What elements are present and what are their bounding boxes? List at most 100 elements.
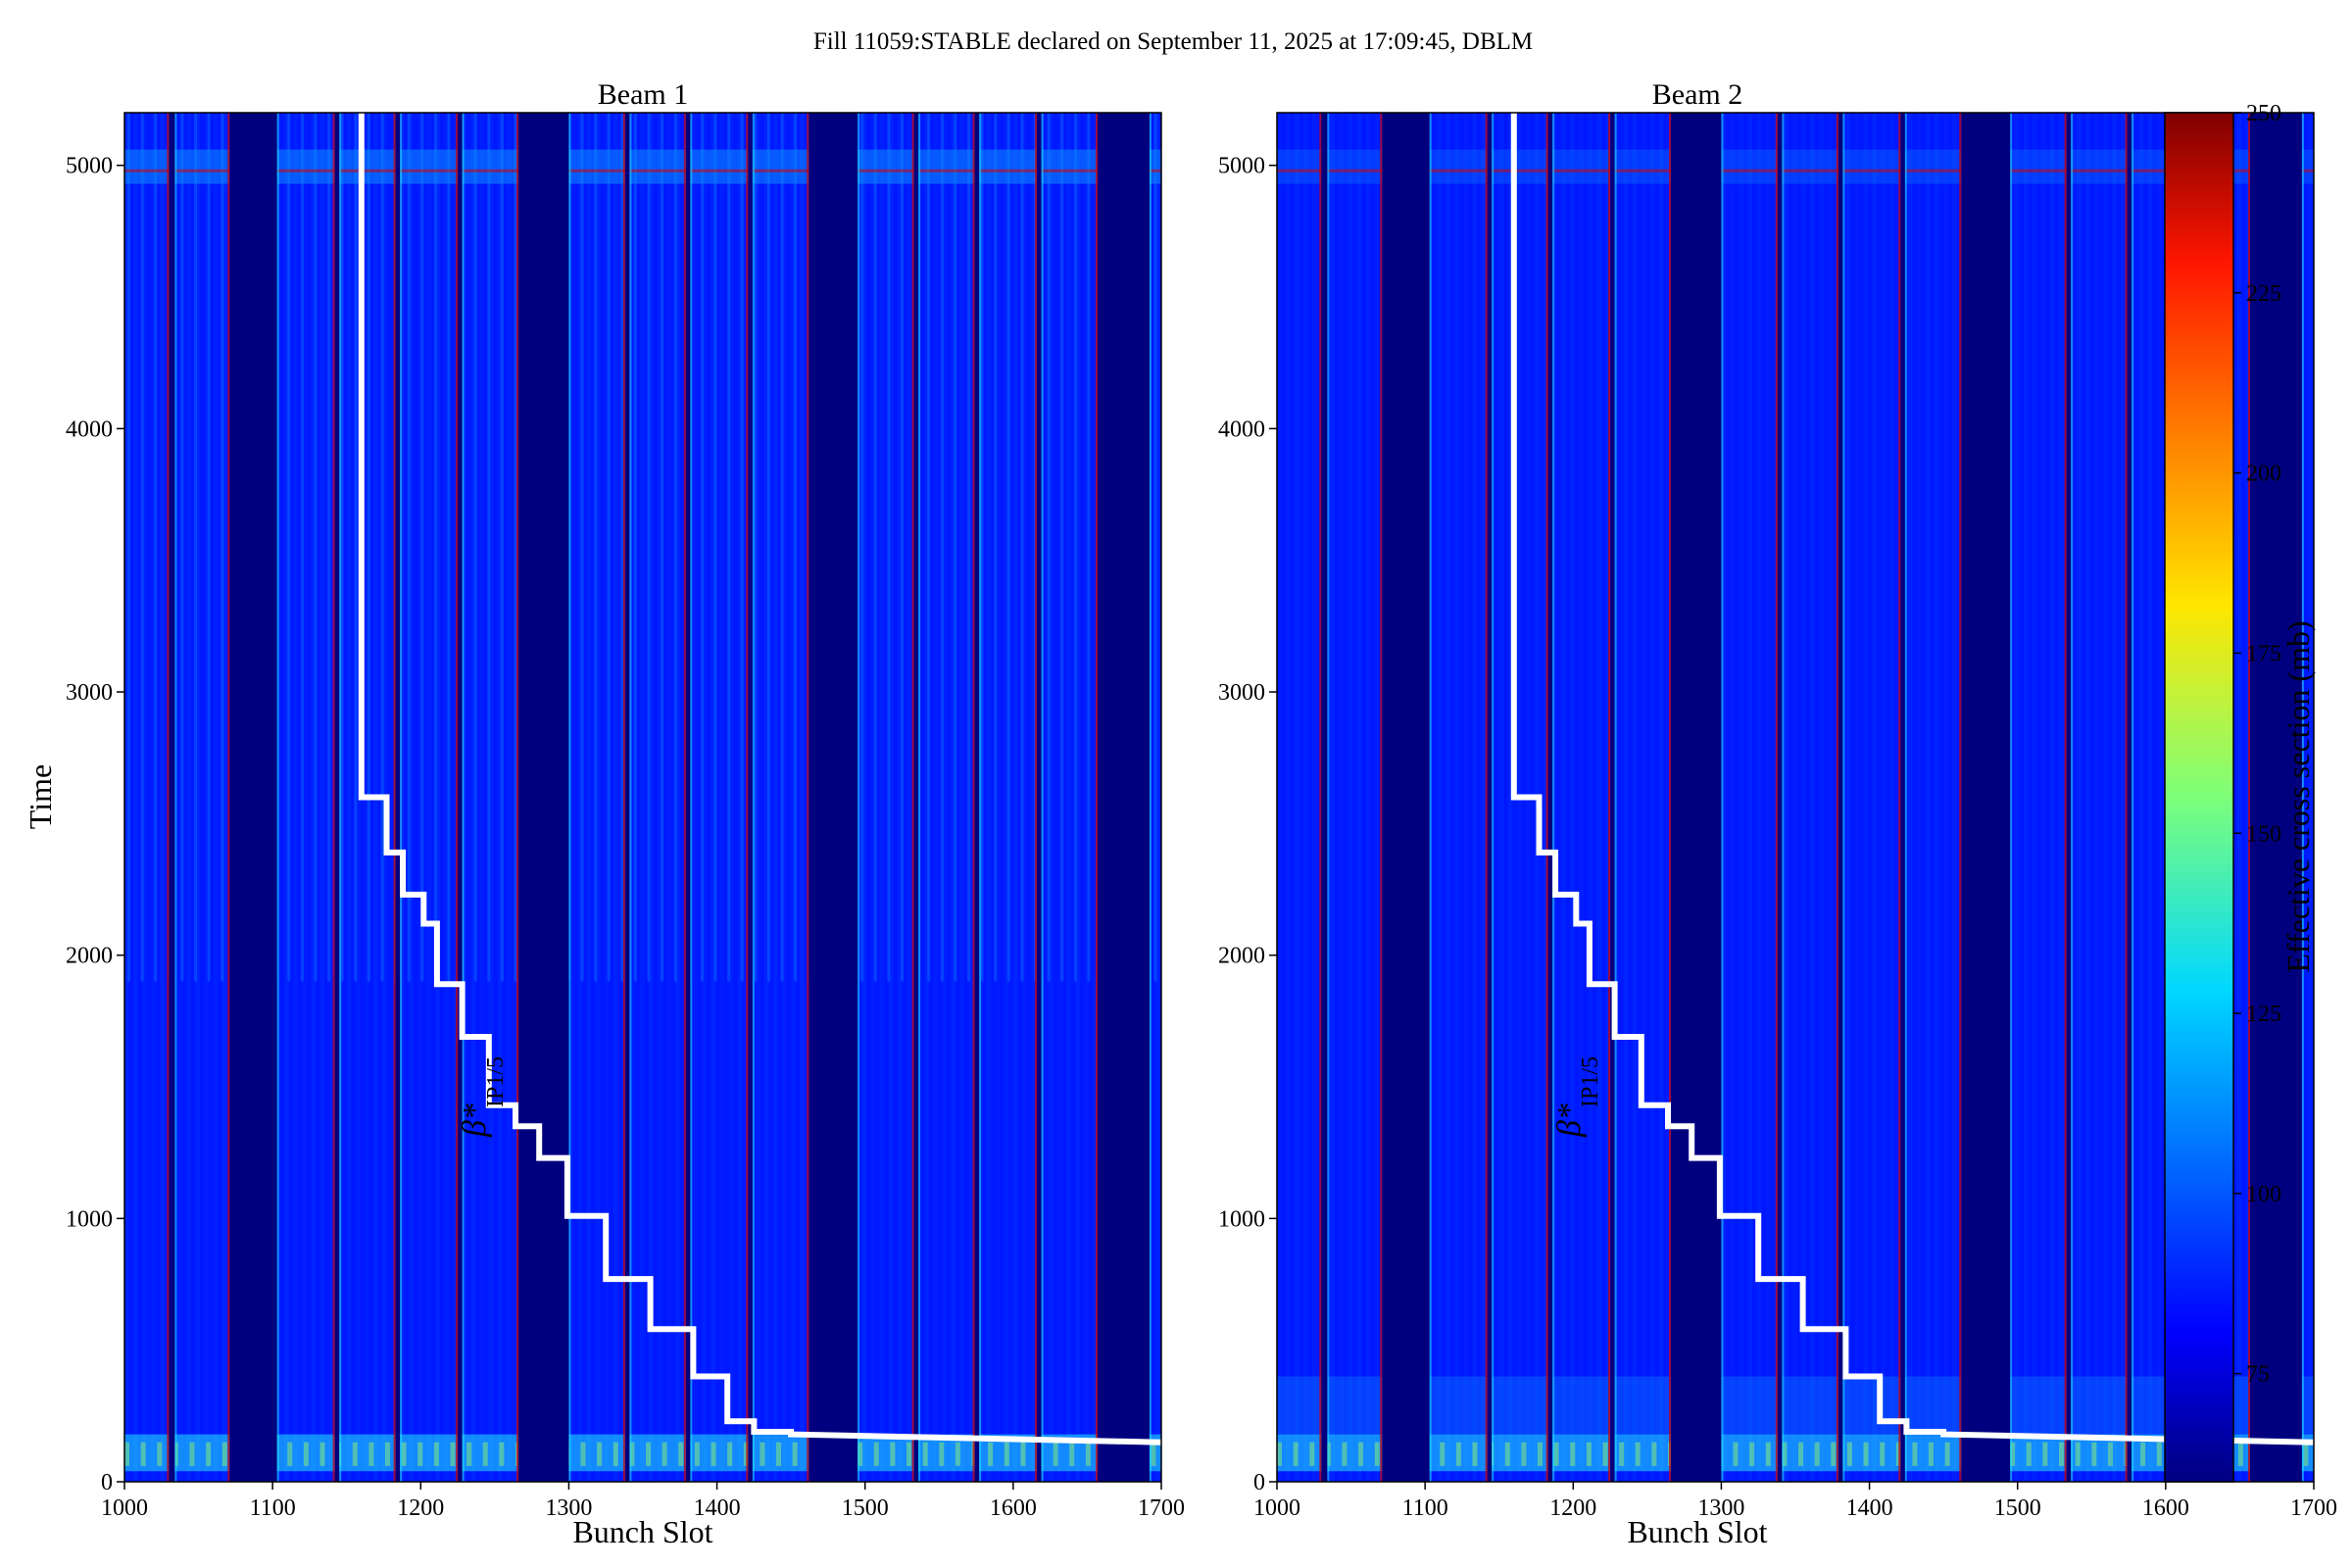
beam2-texture-band (1463, 113, 1468, 1482)
beam1-texture-band (400, 113, 405, 1482)
beam1-band-bottom-spot (140, 1442, 146, 1466)
beam1-texture-band (755, 113, 760, 1482)
beam2-band-bottom-spot (2156, 1442, 2162, 1466)
beam2-train-edge (2248, 113, 2251, 1482)
beam2-band-bottom-spot (1358, 1442, 1364, 1466)
beam1-texture-band (702, 113, 707, 1482)
beam1-train-edge (752, 113, 755, 1482)
beam2-texture-band (1614, 113, 1620, 1482)
beam2-band-bottom-spot (2075, 1442, 2081, 1466)
beam1-band-bottom-spot (206, 1442, 212, 1466)
beam1-ytick-label: 1000 (66, 1206, 113, 1232)
beam1-texture-band (1084, 113, 1089, 1482)
beam1-texture-band (506, 113, 512, 1482)
beam1-streak (873, 113, 877, 982)
beam2-empty-slots (1487, 113, 1493, 1482)
beam2-train-edge (2132, 113, 2134, 1482)
beam2-ytick-label: 4000 (1218, 416, 1265, 442)
beam2-ytick-label: 5000 (1218, 154, 1265, 179)
beam2-texture-band (2014, 113, 2020, 1482)
beam1-texture-band (968, 113, 974, 1482)
beam1-xlabel: Bunch Slot (572, 1514, 712, 1549)
beam2-texture-band (1507, 113, 1513, 1482)
beam2-band-bottom-spot (2140, 1442, 2146, 1466)
beam2-xtick-label: 1100 (1402, 1495, 1448, 1521)
beam2-band-bottom-spot (1880, 1442, 1886, 1466)
beam2-texture-band (1623, 113, 1629, 1482)
beam2-band-bottom-spot (1440, 1442, 1446, 1466)
beam2-train-edge (2010, 113, 2013, 1482)
beam1-texture-band (630, 113, 636, 1482)
beam2-train-edge (1782, 113, 1785, 1482)
beam1-band-bottom-spot (124, 1442, 129, 1466)
beam2-band-bottom-spot (1504, 1442, 1510, 1466)
beam1-band-bottom-spot (678, 1442, 684, 1466)
beam2-band-bottom-spot (1929, 1442, 1935, 1466)
beam1-streak (1006, 113, 1010, 982)
beam1-texture-band (391, 113, 396, 1482)
beam1-texture-band (311, 113, 316, 1482)
beam1-band-bottom-spot (629, 1442, 635, 1466)
beam1-texture-band (861, 113, 867, 1482)
beam1-xtick-label: 1300 (545, 1495, 592, 1521)
beam2-texture-band (2085, 113, 2090, 1482)
beam1-texture-band (906, 113, 911, 1482)
beam2-empty-slots (1838, 113, 1843, 1482)
beam1-streak (354, 113, 358, 982)
beam1-band-bottom-spot (450, 1442, 456, 1466)
beam2-empty-slots (1321, 113, 1328, 1482)
beam1-streak (887, 113, 891, 982)
beam1-streak (673, 113, 677, 982)
beam2-texture-band (1277, 113, 1282, 1482)
beam2-texture-band (2023, 113, 2029, 1482)
beam1-texture-band (1021, 113, 1027, 1482)
beam2-band-top (1277, 149, 2314, 184)
beam1-xtick-label: 1100 (250, 1495, 296, 1521)
beam1-band-bottom-spot (287, 1442, 293, 1466)
beam2-band-bottom-spot (2303, 1442, 2309, 1466)
beam2-train-edge (1319, 113, 1322, 1482)
beam1-texture-band (693, 113, 698, 1482)
beam1-streak (661, 113, 664, 982)
beam2-band-bottom-spot (2010, 1442, 2016, 1466)
beam1-texture-band (1012, 113, 1018, 1482)
beam2-texture-band (1498, 113, 1504, 1482)
beam2-texture-band (1863, 113, 1869, 1482)
beam1-texture-band (951, 113, 956, 1482)
beam1-streak (380, 113, 384, 982)
beam1-streak (500, 113, 504, 982)
beam1-streak (740, 113, 744, 982)
beam1-texture-band (346, 113, 352, 1482)
colorbar-ticks: 75 100 125 150 175 200 225 250 (2233, 101, 2281, 1388)
beam2-empty-slots (1961, 113, 2011, 1482)
beam2-beta-star-line (1510, 113, 2315, 1446)
beam1-texture-band (479, 113, 485, 1482)
beam1-texture-band (177, 113, 182, 1482)
beam1-texture-band (782, 113, 787, 1482)
beam2-texture-band (1810, 113, 1815, 1482)
beam2-texture-band (1286, 113, 1291, 1482)
beam1-texture-band (728, 113, 734, 1482)
beam1-texture-band (470, 113, 476, 1482)
figure-title: Fill 11059:STABLE declared on September … (813, 28, 1533, 55)
beam2-texture-band (1312, 113, 1317, 1482)
beam2-texture-band (1730, 113, 1736, 1482)
beam2-texture-band (2138, 113, 2144, 1482)
beam1-streak (207, 113, 211, 982)
beam1-band-bottom-spot (858, 1442, 863, 1466)
beam2-empty-slots (2250, 113, 2302, 1482)
beam2-texture-band (2032, 113, 2037, 1482)
beam1-train-edge (807, 113, 809, 1482)
beam1-band-bottom-spot (988, 1442, 994, 1466)
beam2-train-edge (1380, 113, 1383, 1482)
beam1-streak (620, 113, 624, 982)
beam1-texture-band (328, 113, 334, 1482)
beam2-empty-slots (1900, 113, 1905, 1482)
beam2-band-bottom-spot (1846, 1442, 1852, 1466)
beam2-beta-star-label: β* (1551, 1103, 1588, 1138)
beam1-ytick-label: 2000 (66, 944, 113, 969)
beam1-train-edge (972, 113, 975, 1482)
beam1-band-bottom-spot (417, 1442, 423, 1466)
beam1-texture-band (763, 113, 769, 1482)
beam1-band-bottom-spot (727, 1442, 733, 1466)
